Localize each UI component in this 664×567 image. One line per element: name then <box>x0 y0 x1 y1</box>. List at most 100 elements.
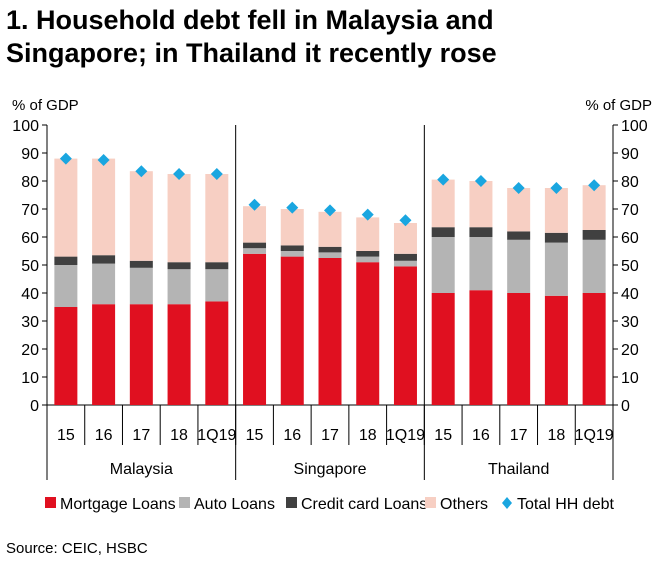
y-tick-label-left: 80 <box>21 174 39 191</box>
y-tick-label-right: 0 <box>621 398 630 415</box>
x-tick-label: 17 <box>510 427 528 444</box>
total-hh-debt-marker-3 <box>173 168 186 180</box>
bar-others-8 <box>356 217 380 251</box>
bar-auto-10 <box>431 237 455 293</box>
total-hh-debt-marker-10 <box>437 173 450 186</box>
y-tick-label-left: 30 <box>21 314 39 331</box>
legend-swatch-total <box>502 497 512 509</box>
bar-mortgage-14 <box>582 293 606 405</box>
bar-credit-2 <box>129 260 153 268</box>
y-tick-label-left: 100 <box>12 118 39 135</box>
bar-auto-14 <box>582 239 606 293</box>
y-tick-label-left: 0 <box>30 398 39 415</box>
y-tick-label-right: 70 <box>621 202 639 219</box>
y-tick-label-right: 100 <box>621 118 648 135</box>
chart-title-line-2: Singapore; in Thailand it recently rose <box>6 38 497 68</box>
bar-mortgage-7 <box>318 258 342 405</box>
bar-others-4 <box>205 174 229 263</box>
source-note: Source: CEIC, HSBC <box>6 540 148 557</box>
bar-auto-13 <box>544 242 568 296</box>
bar-mortgage-4 <box>205 301 229 405</box>
bar-auto-7 <box>318 252 342 258</box>
chart-title: 1. Household debt fell in Malaysia and S… <box>6 4 656 70</box>
total-hh-debt-marker-9 <box>399 214 412 227</box>
total-hh-debt-marker-4 <box>210 168 223 180</box>
x-tick-label: 17 <box>132 427 150 444</box>
bar-mortgage-8 <box>356 262 380 405</box>
bar-mortgage-12 <box>507 293 531 405</box>
y-tick-label-right: 40 <box>621 286 639 303</box>
bar-others-12 <box>507 188 531 232</box>
bar-auto-12 <box>507 239 531 293</box>
bar-others-9 <box>393 223 417 254</box>
total-hh-debt-marker-1 <box>97 154 110 166</box>
x-tick-label: 17 <box>321 427 339 444</box>
bar-mortgage-10 <box>431 293 455 405</box>
x-tick-label: 1Q19 <box>197 427 236 444</box>
group-label-malaysia: Malaysia <box>110 461 173 478</box>
y-tick-label-right: 90 <box>621 146 639 163</box>
group-label-thailand: Thailand <box>488 461 549 478</box>
bar-others-10 <box>431 179 455 228</box>
bar-auto-5 <box>243 248 267 254</box>
bar-mortgage-11 <box>469 290 493 405</box>
bar-mortgage-1 <box>92 304 116 405</box>
total-hh-debt-marker-2 <box>135 165 148 178</box>
bar-others-6 <box>280 209 304 246</box>
total-hh-debt-marker-6 <box>286 201 299 214</box>
bar-auto-0 <box>54 265 78 307</box>
bar-mortgage-5 <box>243 253 267 405</box>
bar-others-13 <box>544 188 568 233</box>
x-tick-label: 18 <box>548 427 566 444</box>
x-tick-label: 15 <box>434 427 452 444</box>
bar-credit-11 <box>469 227 493 237</box>
bar-credit-3 <box>167 262 191 270</box>
bar-mortgage-9 <box>393 266 417 405</box>
x-tick-label: 16 <box>283 427 301 444</box>
bar-auto-11 <box>469 237 493 291</box>
total-hh-debt-marker-0 <box>59 152 72 165</box>
y-tick-label-right: 10 <box>621 370 639 387</box>
y-tick-label-left: 20 <box>21 342 39 359</box>
legend-swatch-others <box>425 497 436 508</box>
y-tick-label-left: 10 <box>21 370 39 387</box>
x-tick-label: 1Q19 <box>386 427 425 444</box>
bar-credit-12 <box>507 231 531 240</box>
bar-credit-5 <box>243 242 267 249</box>
legend-label-others: Others <box>440 496 488 513</box>
bar-credit-8 <box>356 251 380 257</box>
bar-others-11 <box>469 181 493 228</box>
y-tick-label-right: 20 <box>621 342 639 359</box>
bar-auto-6 <box>280 251 304 257</box>
legend-swatch-mortgage <box>45 497 56 508</box>
total-hh-debt-marker-7 <box>324 204 336 217</box>
bar-credit-10 <box>431 227 455 237</box>
bar-mortgage-3 <box>167 304 191 405</box>
y-tick-label-left: 60 <box>21 230 39 247</box>
total-hh-debt-marker-11 <box>474 175 487 187</box>
legend-label-credit: Credit card Loans <box>301 496 427 513</box>
chart-title-line-1: 1. Household debt fell in Malaysia and <box>6 5 494 35</box>
bar-others-0 <box>54 158 78 257</box>
x-tick-label: 18 <box>170 427 188 444</box>
y-tick-label-left: 90 <box>21 146 39 163</box>
y-tick-label-right: 80 <box>621 174 639 191</box>
bar-mortgage-0 <box>54 307 78 405</box>
y-tick-label-left: 40 <box>21 286 39 303</box>
x-tick-label: 1Q19 <box>575 427 614 444</box>
group-label-singapore: Singapore <box>294 461 367 478</box>
total-hh-debt-marker-8 <box>361 208 374 221</box>
bar-auto-9 <box>393 260 417 267</box>
bar-auto-2 <box>129 267 153 305</box>
bar-others-5 <box>243 206 267 243</box>
bar-others-14 <box>582 185 606 230</box>
bar-credit-9 <box>393 253 417 261</box>
legend-swatch-credit <box>286 497 297 508</box>
total-hh-debt-marker-13 <box>550 182 563 194</box>
y-axis-label-left: % of GDP <box>12 97 79 114</box>
bar-others-3 <box>167 174 191 263</box>
x-tick-label: 18 <box>359 427 377 444</box>
bar-others-7 <box>318 211 342 247</box>
bar-mortgage-6 <box>280 256 304 405</box>
y-tick-label-right: 60 <box>621 230 639 247</box>
